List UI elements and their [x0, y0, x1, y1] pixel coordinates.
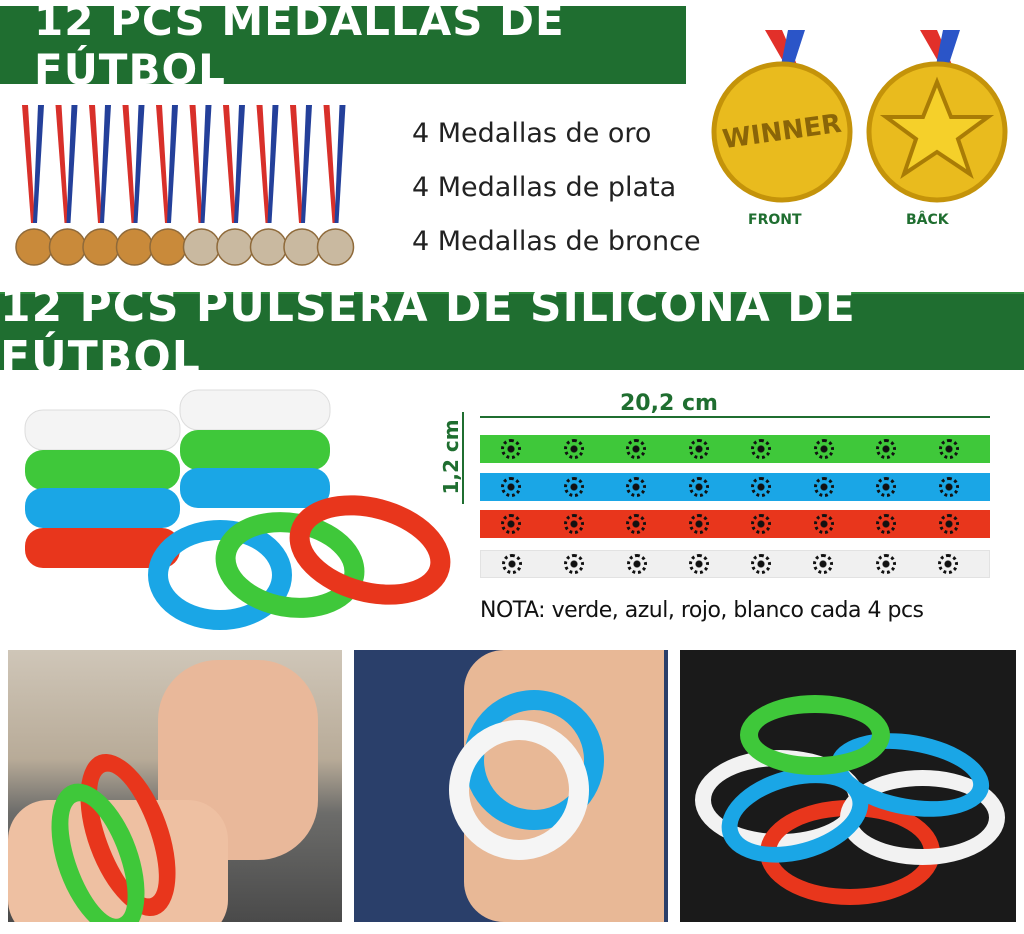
soccer-ball-icon [751, 554, 772, 574]
soccer-ball-icon [938, 477, 959, 497]
soccer-ball-icon [626, 477, 647, 497]
photo-bracelets-pile [680, 650, 1016, 922]
soccer-ball-icon [688, 514, 709, 534]
medal [48, 105, 87, 266]
soccer-ball-icon [938, 514, 959, 534]
soccer-ball-icon [876, 439, 897, 459]
medals-banner: 12 PCS MEDALLAS DE FÚTBOL [0, 0, 686, 94]
soccer-ball-icon [813, 477, 834, 497]
back-label: BÂCK [906, 212, 949, 228]
length-label: 20,2 cm [620, 391, 718, 416]
gold-medal-front-back-image: WINNER [711, 30, 1008, 203]
green-strip [480, 435, 990, 463]
medal [216, 105, 254, 266]
blue-strip [480, 473, 990, 501]
soccer-ball-icon [626, 554, 647, 574]
white-strip [480, 550, 990, 578]
soccer-ball-icon [626, 514, 647, 534]
bronze-count: 4 Medallas de bronce [412, 226, 701, 257]
medal [15, 105, 53, 266]
soccer-ball-icon [501, 514, 522, 534]
photo-wrist-green-red [8, 650, 342, 922]
bracelets-title: 12 PCS PULSERA DE SILICONA DE FÚTBOL [0, 281, 856, 383]
photo-wrist-blue-white [354, 650, 668, 922]
medal [149, 105, 187, 266]
soccer-ball-icon [502, 554, 523, 574]
medal [82, 105, 120, 266]
length-dimension-line [480, 416, 990, 418]
soccer-ball-icon [564, 554, 585, 574]
soccer-ball-icon [813, 554, 834, 574]
medal [283, 105, 321, 266]
soccer-ball-icon [937, 554, 958, 574]
bracelets-banner: 12 PCS PULSERA DE SILICONA DE FÚTBOL [0, 281, 1024, 383]
medal [316, 105, 355, 266]
red-strip [480, 510, 990, 538]
soccer-ball-icon [688, 477, 709, 497]
soccer-ball-icon [876, 514, 897, 534]
medals-row-image [15, 105, 355, 266]
gold-count: 4 Medallas de oro [412, 118, 652, 149]
silver-count: 4 Medallas de plata [412, 172, 677, 203]
bracelet-stack-image [24, 389, 451, 630]
soccer-ball-icon [813, 514, 834, 534]
front-label: FRONT [748, 212, 802, 228]
soccer-ball-icon [501, 439, 522, 459]
width-label: 1,2 cm [439, 419, 463, 495]
soccer-ball-icon [875, 554, 896, 574]
soccer-ball-icon [501, 477, 522, 497]
medal [182, 105, 221, 266]
soccer-ball-icon [751, 514, 772, 534]
soccer-ball-icon [563, 477, 584, 497]
width-dimension-line [462, 412, 464, 504]
soccer-ball-icon [688, 439, 709, 459]
soccer-ball-icon [688, 554, 709, 574]
soccer-ball-icon [751, 439, 772, 459]
soccer-ball-icon [876, 477, 897, 497]
medal [249, 105, 288, 266]
soccer-ball-icon [563, 439, 584, 459]
soccer-ball-icon [563, 514, 584, 534]
soccer-ball-icon [751, 477, 772, 497]
color-note: NOTA: verde, azul, rojo, blanco cada 4 p… [480, 598, 924, 623]
soccer-ball-icon [938, 439, 959, 459]
soccer-ball-icon [626, 439, 647, 459]
medal [115, 105, 154, 266]
medals-title: 12 PCS MEDALLAS DE FÚTBOL [34, 0, 565, 94]
soccer-ball-icon [813, 439, 834, 459]
